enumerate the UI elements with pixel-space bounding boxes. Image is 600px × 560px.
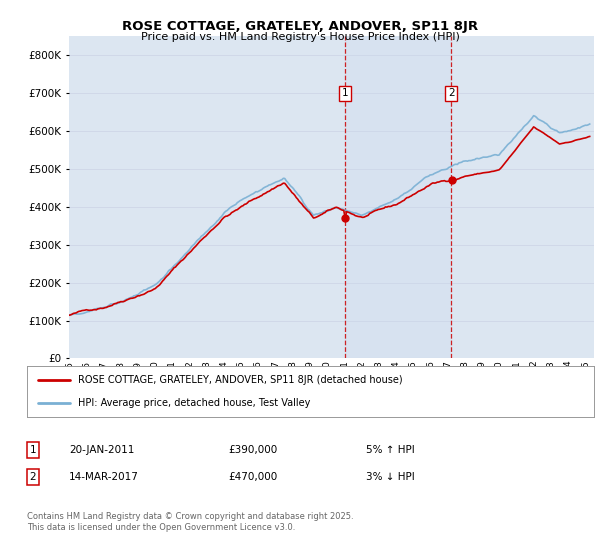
Text: 5% ↑ HPI: 5% ↑ HPI — [366, 445, 415, 455]
Text: 20-JAN-2011: 20-JAN-2011 — [69, 445, 134, 455]
Text: £470,000: £470,000 — [228, 472, 277, 482]
Text: 3% ↓ HPI: 3% ↓ HPI — [366, 472, 415, 482]
Text: 2: 2 — [29, 472, 37, 482]
Text: 2: 2 — [448, 88, 455, 98]
Text: Contains HM Land Registry data © Crown copyright and database right 2025.
This d: Contains HM Land Registry data © Crown c… — [27, 512, 353, 532]
Text: 1: 1 — [29, 445, 37, 455]
Text: ROSE COTTAGE, GRATELEY, ANDOVER, SP11 8JR: ROSE COTTAGE, GRATELEY, ANDOVER, SP11 8J… — [122, 20, 478, 32]
Text: 14-MAR-2017: 14-MAR-2017 — [69, 472, 139, 482]
Text: Price paid vs. HM Land Registry's House Price Index (HPI): Price paid vs. HM Land Registry's House … — [140, 32, 460, 42]
Bar — [345, 36, 451, 358]
Text: ROSE COTTAGE, GRATELEY, ANDOVER, SP11 8JR (detached house): ROSE COTTAGE, GRATELEY, ANDOVER, SP11 8J… — [78, 375, 403, 385]
Text: HPI: Average price, detached house, Test Valley: HPI: Average price, detached house, Test… — [78, 398, 310, 408]
Text: 1: 1 — [342, 88, 349, 98]
Text: £390,000: £390,000 — [228, 445, 277, 455]
